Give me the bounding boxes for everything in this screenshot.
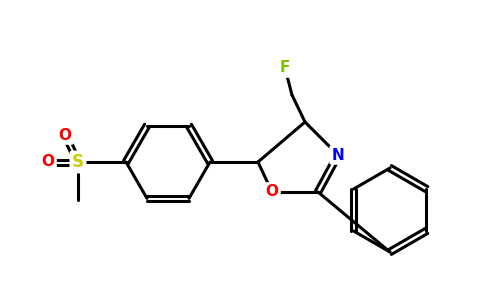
- Text: S: S: [72, 153, 84, 171]
- Text: F: F: [280, 61, 290, 76]
- Text: O: O: [59, 128, 72, 142]
- Text: O: O: [42, 154, 55, 169]
- Text: N: N: [332, 148, 345, 163]
- Text: O: O: [266, 184, 278, 200]
